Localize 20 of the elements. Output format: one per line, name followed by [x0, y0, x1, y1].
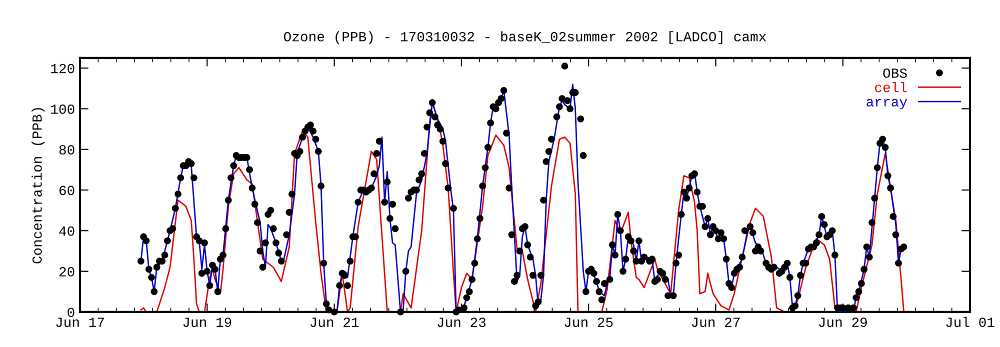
legend-label: OBS	[883, 68, 907, 78]
chart-title: Ozone (PPB) - 170310032 - baseK_02summer 2002 [LADCO] camx	[284, 31, 766, 44]
y-tick-label: 120	[51, 64, 74, 74]
legend-label: cell	[875, 82, 907, 92]
x-tick-label: Jun 25	[564, 318, 613, 328]
x-tick-label: Jun 29	[819, 318, 867, 328]
y-tick-label: 0	[68, 308, 74, 318]
y-tick-label: 60	[59, 186, 74, 196]
x-tick-label: Jun 27	[692, 318, 740, 328]
x-tick-label: Jun 19	[183, 318, 232, 328]
x-tick-label: Jul 01	[946, 316, 994, 328]
y-tick-label: 100	[51, 104, 74, 114]
y-tick-label: 40	[59, 226, 74, 236]
y-tick-label: 80	[59, 145, 74, 155]
y-tick-label: 20	[59, 267, 74, 276]
x-tick-label: Jun 17	[56, 318, 104, 328]
legend-label: array	[866, 98, 908, 110]
y-axis-title: Concentration (PPB)	[32, 108, 45, 264]
x-tick-label: Jun 21	[310, 318, 359, 328]
x-tick-label: Jun 23	[438, 318, 486, 328]
